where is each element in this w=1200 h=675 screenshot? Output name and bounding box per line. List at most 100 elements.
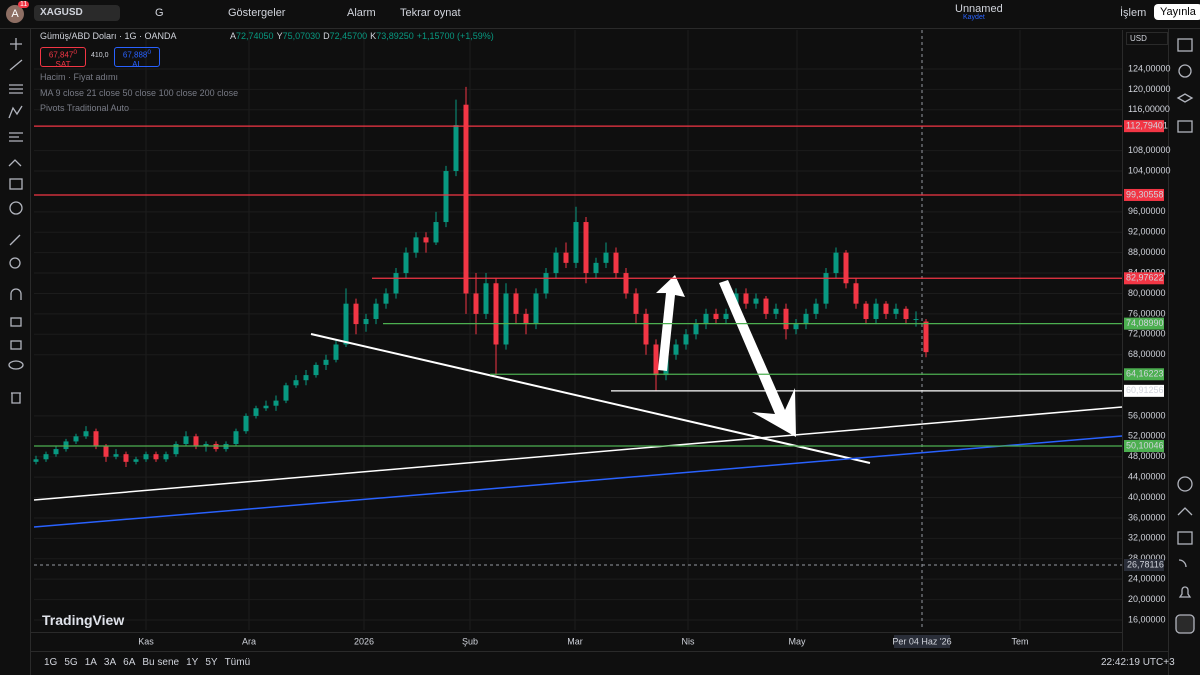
y-tick-label: 48,00000 xyxy=(1128,451,1166,461)
trend-line xyxy=(33,406,1123,501)
right-sidebar[interactable] xyxy=(1175,38,1195,634)
candle-body xyxy=(703,313,709,325)
avatar[interactable]: A xyxy=(6,5,24,23)
y-tick-label: 52,00000 xyxy=(1128,431,1166,441)
candle-body xyxy=(903,308,909,319)
level-label: 60,91256 xyxy=(1126,385,1164,395)
replay-button[interactable]: Tekrar oynat xyxy=(400,7,461,19)
notifications-icon[interactable] xyxy=(1178,586,1192,598)
level-label: 50,10046 xyxy=(1126,440,1164,450)
plot xyxy=(33,30,1122,630)
news-icon[interactable] xyxy=(1178,559,1187,568)
clock: 22:42:19 UTC+3 xyxy=(1101,657,1175,668)
layers-icon[interactable] xyxy=(1176,93,1194,103)
apps-icon[interactable] xyxy=(1175,614,1195,634)
icon-tool[interactable] xyxy=(9,201,23,215)
calendar-icon[interactable] xyxy=(1177,531,1193,545)
hide-tool[interactable] xyxy=(8,360,24,370)
candle-body xyxy=(543,273,549,294)
range-button: 1Y xyxy=(186,657,199,668)
fib-tool[interactable] xyxy=(9,84,23,94)
ohlc-key: A xyxy=(230,31,237,41)
x-tick-label: Mar xyxy=(567,636,583,646)
candle-body xyxy=(893,308,899,314)
drawings xyxy=(33,125,1123,528)
ohlc-value: 72,74050 xyxy=(236,31,274,41)
candle-body xyxy=(723,313,729,319)
chat-icon[interactable] xyxy=(1177,120,1193,133)
trade-button[interactable]: İşlem xyxy=(1120,7,1147,19)
candle-body xyxy=(283,385,289,401)
range-button: Bu sene xyxy=(142,657,180,668)
indicator[interactable]: Hacim · Fiyat adımı xyxy=(40,72,119,82)
range-button: 5Y xyxy=(205,657,218,668)
indicator[interactable]: Pivots Traditional Auto xyxy=(40,103,130,113)
target-icon[interactable] xyxy=(1177,476,1193,492)
buy-price-sup: 0 xyxy=(147,49,152,56)
layout-name[interactable]: Unnamed xyxy=(955,3,1003,15)
candle-body xyxy=(343,303,349,345)
line-tool[interactable] xyxy=(9,59,23,71)
alarm-button[interactable]: Alarm xyxy=(347,7,376,19)
candle-body xyxy=(533,293,539,325)
zoom-tool[interactable] xyxy=(9,257,21,269)
projection-tool[interactable] xyxy=(9,132,23,142)
candle-body xyxy=(773,308,779,314)
candle-body xyxy=(413,237,419,253)
candle-body xyxy=(583,222,589,274)
level-label: 82,97622 xyxy=(1126,273,1164,283)
lock-draw-tool[interactable] xyxy=(10,317,22,327)
candle-body xyxy=(483,283,489,314)
y-tick-label: 92,00000 xyxy=(1128,227,1166,237)
alerts-icon[interactable] xyxy=(1178,64,1192,78)
candle-body xyxy=(83,431,89,437)
crosshair-x-label: Per 04 Haz '26 xyxy=(892,636,951,646)
publish-button[interactable]: Yayınla xyxy=(1154,4,1200,20)
symbol-search[interactable]: XAGUSD xyxy=(34,5,120,21)
legend-title: Gümüş/ABD Doları · 1G · OANDA xyxy=(40,31,177,41)
ohlc-value: 73,89250 xyxy=(376,31,414,41)
ohlc-key: D xyxy=(323,31,330,41)
crosshair-tool[interactable] xyxy=(10,38,22,50)
candle-body xyxy=(93,431,99,447)
candle-body xyxy=(683,334,689,345)
y-tick-label: 108,00000 xyxy=(1128,145,1171,155)
candle-body xyxy=(53,449,59,455)
candle-body xyxy=(873,303,879,319)
brush-tool[interactable] xyxy=(8,159,22,167)
ruler-tool[interactable] xyxy=(9,234,21,246)
buy-button[interactable]: 67,8880 AL xyxy=(114,47,160,69)
candle-body xyxy=(923,321,929,353)
candle-body xyxy=(353,303,359,325)
watchlist-icon[interactable] xyxy=(1177,38,1193,52)
interval[interactable]: G xyxy=(155,7,164,19)
candle-body xyxy=(603,252,609,263)
indicators-button[interactable]: Göstergeler xyxy=(228,7,286,19)
left-toolbar[interactable] xyxy=(8,38,24,404)
candle-body xyxy=(33,459,39,462)
y-tick-label: 96,00000 xyxy=(1128,206,1166,216)
sell-price: 67,847 xyxy=(48,50,74,60)
ideas-icon[interactable] xyxy=(1177,507,1193,516)
sell-price-sup: 0 xyxy=(73,49,78,56)
candle-body xyxy=(653,344,659,376)
ohlc-value: 75,07030 xyxy=(282,31,321,41)
range-button: 5G xyxy=(64,657,78,668)
text-tool[interactable] xyxy=(9,178,23,190)
candle-body xyxy=(523,313,529,325)
currency-select[interactable]: USD xyxy=(1126,32,1168,45)
lock-tool[interactable] xyxy=(10,340,22,350)
candle-body xyxy=(463,104,469,294)
candle-body xyxy=(73,436,79,442)
pattern-tool[interactable] xyxy=(8,105,23,119)
top-bar xyxy=(0,0,1200,28)
indicator[interactable]: MA 9 close 21 close 50 close 100 close 2… xyxy=(40,88,239,98)
y-tick-label: 72,00000 xyxy=(1128,329,1166,339)
save-button[interactable]: Kaydet xyxy=(963,14,985,21)
candle-body xyxy=(793,324,799,330)
magnet-tool[interactable] xyxy=(10,288,22,300)
delete-tool[interactable] xyxy=(11,392,21,404)
sell-button[interactable]: 67,8470 SAT xyxy=(40,47,86,69)
candle-body xyxy=(613,252,619,274)
y-tick-label: 124,00000 xyxy=(1128,63,1171,73)
